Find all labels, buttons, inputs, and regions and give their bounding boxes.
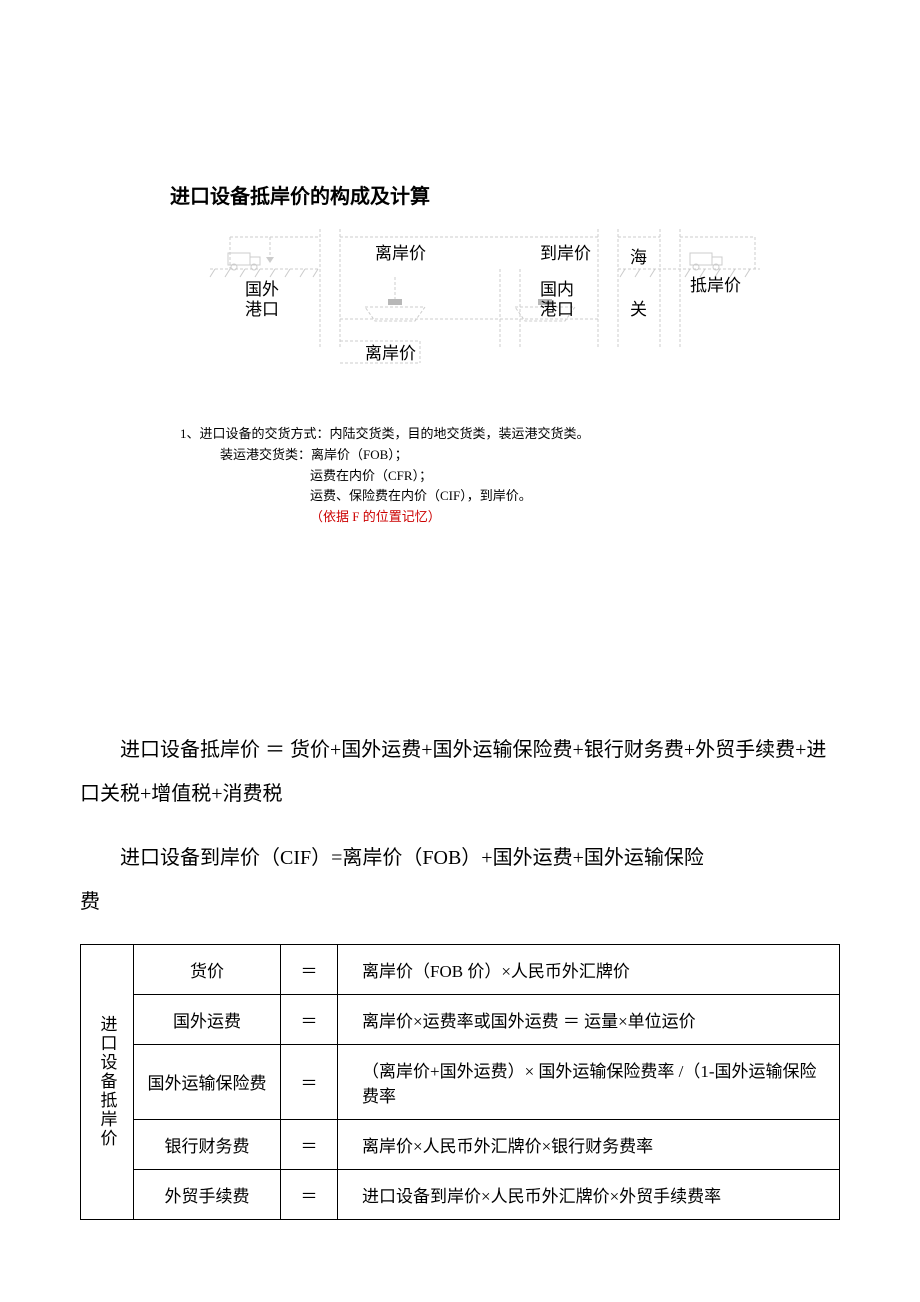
shipping-diagram: 离岸价 到岸价 海 关 国外 港口 国内 港口 抵岸价 离岸价 bbox=[200, 229, 760, 389]
note-line-1: 1、进口设备的交货方式：内陆交货类，目的地交货类，装运港交货类。 bbox=[180, 424, 840, 445]
cell-eq: ＝ bbox=[281, 1169, 338, 1219]
label-customs1: 海 bbox=[630, 248, 647, 267]
p2-line2: 费 bbox=[80, 891, 100, 913]
label-customs2: 关 bbox=[630, 300, 647, 319]
row-header-vertical: 进口设备抵岸价 bbox=[81, 944, 134, 1219]
label-foreign-port1: 国外 bbox=[245, 280, 279, 299]
page-title: 进口设备抵岸价的构成及计算 bbox=[170, 180, 840, 209]
cell-desc: 离岸价×人民币外汇牌价×银行财务费率 bbox=[338, 1119, 840, 1169]
formula-paragraph-1: 进口设备抵岸价 ＝ 货价+国外运费+国外运输保险费+银行财务费+外贸手续费+进口… bbox=[80, 728, 840, 816]
cell-name: 银行财务费 bbox=[134, 1119, 281, 1169]
cell-eq: ＝ bbox=[281, 994, 338, 1044]
label-cif-top: 到岸价 bbox=[540, 244, 591, 263]
cell-eq: ＝ bbox=[281, 1119, 338, 1169]
label-fob-top: 离岸价 bbox=[375, 244, 426, 263]
notes-block: 1、进口设备的交货方式：内陆交货类，目的地交货类，装运港交货类。 装运港交货类：… bbox=[180, 424, 840, 528]
cell-desc: （离岸价+国外运费）× 国外运输保险费率 /（1-国外运输保险费率 bbox=[338, 1044, 840, 1119]
cell-desc: 进口设备到岸价×人民币外汇牌价×外贸手续费率 bbox=[338, 1169, 840, 1219]
formula-paragraph-2: 进口设备到岸价（CIF）=离岸价（FOB）+国外运费+国外运输保险 费 bbox=[80, 836, 840, 924]
cell-name: 货价 bbox=[134, 944, 281, 994]
note-line-3: 运费在内价（CFR）； bbox=[310, 466, 840, 487]
formula-table: 进口设备抵岸价 货价 ＝ 离岸价（FOB 价）×人民币外汇牌价 国外运费 ＝ 离… bbox=[80, 944, 840, 1220]
cell-desc: 离岸价×运费率或国外运费 ＝ 运量×单位运价 bbox=[338, 994, 840, 1044]
note-line-2: 装运港交货类：离岸价（FOB）； bbox=[220, 445, 840, 466]
label-foreign-port2: 港口 bbox=[245, 300, 279, 319]
cell-name: 国外运费 bbox=[134, 994, 281, 1044]
cell-eq: ＝ bbox=[281, 1044, 338, 1119]
diagram-container: 离岸价 到岸价 海 关 国外 港口 国内 港口 抵岸价 离岸价 bbox=[200, 229, 840, 394]
table-row: 进口设备抵岸价 货价 ＝ 离岸价（FOB 价）×人民币外汇牌价 bbox=[81, 944, 840, 994]
label-fob-bottom: 离岸价 bbox=[365, 344, 416, 363]
table-row: 国外运费 ＝ 离岸价×运费率或国外运费 ＝ 运量×单位运价 bbox=[81, 994, 840, 1044]
note-line-5: （依据 F 的位置记忆） bbox=[310, 507, 840, 528]
table-row: 国外运输保险费 ＝ （离岸价+国外运费）× 国外运输保险费率 /（1-国外运输保… bbox=[81, 1044, 840, 1119]
table-row: 银行财务费 ＝ 离岸价×人民币外汇牌价×银行财务费率 bbox=[81, 1119, 840, 1169]
p2-line1: 进口设备到岸价（CIF）=离岸价（FOB）+国外运费+国外运输保险 bbox=[80, 836, 704, 880]
note-line-4: 运费、保险费在内价（CIF），到岸价。 bbox=[310, 486, 840, 507]
page: 进口设备抵岸价的构成及计算 bbox=[0, 0, 920, 1260]
cell-name: 国外运输保险费 bbox=[134, 1044, 281, 1119]
label-arrival: 抵岸价 bbox=[690, 276, 741, 295]
label-domestic-port1: 国内 bbox=[540, 280, 574, 299]
cell-eq: ＝ bbox=[281, 944, 338, 994]
cell-name: 外贸手续费 bbox=[134, 1169, 281, 1219]
cell-desc: 离岸价（FOB 价）×人民币外汇牌价 bbox=[338, 944, 840, 994]
table-row: 外贸手续费 ＝ 进口设备到岸价×人民币外汇牌价×外贸手续费率 bbox=[81, 1169, 840, 1219]
label-domestic-port2: 港口 bbox=[540, 300, 574, 319]
